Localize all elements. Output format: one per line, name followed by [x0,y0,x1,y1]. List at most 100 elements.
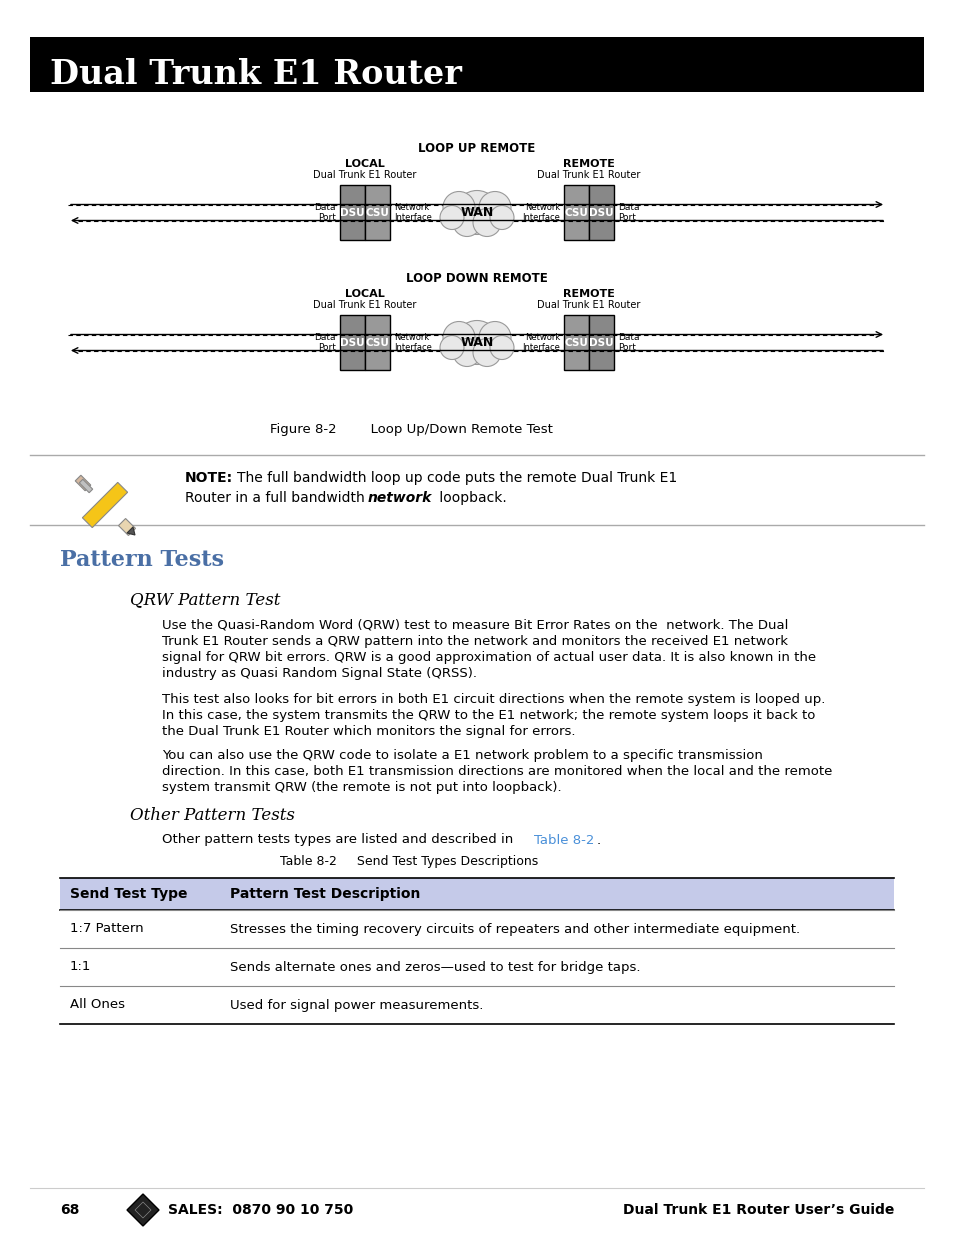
Circle shape [442,321,475,353]
Bar [588,315,614,370]
Text: Dual Trunk E1 Router: Dual Trunk E1 Router [313,300,416,310]
Polygon shape [82,483,128,527]
Text: the Dual Trunk E1 Router which monitors the signal for errors.: the Dual Trunk E1 Router which monitors … [162,725,575,739]
Text: .: . [597,834,600,846]
Text: Interface: Interface [521,214,559,222]
Text: Table 8-2: Table 8-2 [534,834,594,846]
Text: loopback.: loopback. [435,492,506,505]
Text: QRW Pattern Test: QRW Pattern Test [130,592,280,609]
Circle shape [439,336,463,359]
Circle shape [442,191,475,224]
Text: Interface: Interface [394,343,432,352]
Text: industry as Quasi Random Signal State (QRSS).: industry as Quasi Random Signal State (Q… [162,667,476,679]
Text: Interface: Interface [521,343,559,352]
Polygon shape [79,479,92,493]
Bar [30,37,923,91]
Text: DSU: DSU [340,207,364,217]
Text: This test also looks for bit errors in both E1 circuit directions when the remot: This test also looks for bit errors in b… [162,694,824,706]
Text: 1:1: 1:1 [70,961,91,973]
Text: Dual Trunk E1 Router: Dual Trunk E1 Router [50,58,461,91]
Text: Network: Network [394,203,429,211]
Text: WAN: WAN [460,336,493,350]
Text: The full bandwidth loop up code puts the remote Dual Trunk E1: The full bandwidth loop up code puts the… [236,471,677,485]
Text: signal for QRW bit errors. QRW is a good approximation of actual user data. It i: signal for QRW bit errors. QRW is a good… [162,651,815,663]
Text: Used for signal power measurements.: Used for signal power measurements. [230,999,483,1011]
Text: REMOTE: REMOTE [562,289,615,299]
Bar [365,315,390,370]
Circle shape [478,321,511,353]
Text: direction. In this case, both E1 transmission directions are monitored when the : direction. In this case, both E1 transmi… [162,764,832,778]
Text: 68: 68 [60,1203,79,1216]
Text: system transmit QRW (the remote is not put into loopback).: system transmit QRW (the remote is not p… [162,781,561,794]
Text: REMOTE: REMOTE [562,159,615,169]
Text: Stresses the timing recovery circuits of repeaters and other intermediate equipm: Stresses the timing recovery circuits of… [230,923,800,935]
Text: Pattern Tests: Pattern Tests [60,550,224,571]
Text: All Ones: All Ones [70,999,125,1011]
Text: LOOP DOWN REMOTE: LOOP DOWN REMOTE [406,272,547,284]
Text: Port: Port [618,214,636,222]
Text: network: network [368,492,432,505]
Polygon shape [127,1194,159,1226]
Circle shape [478,191,511,224]
Bar [339,315,365,370]
Text: Dual Trunk E1 Router User’s Guide: Dual Trunk E1 Router User’s Guide [622,1203,893,1216]
Text: In this case, the system transmits the QRW to the E1 network; the remote system : In this case, the system transmits the Q… [162,709,815,722]
Text: Use the Quasi-Random Word (QRW) test to measure Bit Error Rates on the  network.: Use the Quasi-Random Word (QRW) test to … [162,619,787,631]
Circle shape [455,190,498,235]
Text: Port: Port [317,343,335,352]
Bar [365,185,390,240]
Text: You can also use the QRW code to isolate a E1 network problem to a specific tran: You can also use the QRW code to isolate… [162,748,762,762]
Text: Other Pattern Tests: Other Pattern Tests [130,806,294,824]
Circle shape [455,321,498,364]
Text: Pattern Test Description: Pattern Test Description [230,887,420,902]
Text: Data: Data [618,332,639,342]
Circle shape [453,209,480,236]
Text: WAN: WAN [460,206,493,219]
Text: Router in a full bandwidth: Router in a full bandwidth [185,492,369,505]
Polygon shape [75,475,91,490]
Circle shape [473,209,500,236]
Text: CSU: CSU [564,207,588,217]
Text: Data: Data [314,332,335,342]
Text: CSU: CSU [365,207,389,217]
Text: 1:7 Pattern: 1:7 Pattern [70,923,144,935]
Text: CSU: CSU [365,337,389,347]
Text: Dual Trunk E1 Router: Dual Trunk E1 Router [313,170,416,180]
Text: CSU: CSU [564,337,588,347]
Bar [588,185,614,240]
Text: Data: Data [314,203,335,211]
Text: Table 8-2     Send Test Types Descriptions: Table 8-2 Send Test Types Descriptions [280,856,537,868]
Text: Dual Trunk E1 Router: Dual Trunk E1 Router [537,300,640,310]
Polygon shape [127,527,135,535]
Text: Port: Port [317,214,335,222]
Circle shape [490,336,514,359]
Text: DSU: DSU [589,207,613,217]
Text: Sends alternate ones and zeros—used to test for bridge taps.: Sends alternate ones and zeros—used to t… [230,961,639,973]
Text: LOOP UP REMOTE: LOOP UP REMOTE [418,142,535,154]
Bar [339,185,365,240]
Circle shape [490,205,514,230]
Text: Dual Trunk E1 Router: Dual Trunk E1 Router [537,170,640,180]
Bar [60,878,893,910]
Text: DSU: DSU [589,337,613,347]
Text: Data: Data [618,203,639,211]
Text: Other pattern tests types are listed and described in: Other pattern tests types are listed and… [162,834,517,846]
Circle shape [473,338,500,367]
Text: SALES:  0870 90 10 750: SALES: 0870 90 10 750 [168,1203,353,1216]
Text: Network: Network [524,332,559,342]
Text: LOCAL: LOCAL [345,289,384,299]
Circle shape [439,205,463,230]
Polygon shape [118,519,135,536]
Text: Figure 8-2        Loop Up/Down Remote Test: Figure 8-2 Loop Up/Down Remote Test [270,424,553,436]
Text: NOTE:: NOTE: [185,471,233,485]
Bar [563,185,588,240]
Bar [563,315,588,370]
Text: LOCAL: LOCAL [345,159,384,169]
Text: Network: Network [524,203,559,211]
Circle shape [453,338,480,367]
Text: Trunk E1 Router sends a QRW pattern into the network and monitors the received E: Trunk E1 Router sends a QRW pattern into… [162,635,787,647]
Text: Interface: Interface [394,214,432,222]
Text: Port: Port [618,343,636,352]
Text: DSU: DSU [340,337,364,347]
Text: Network: Network [394,332,429,342]
